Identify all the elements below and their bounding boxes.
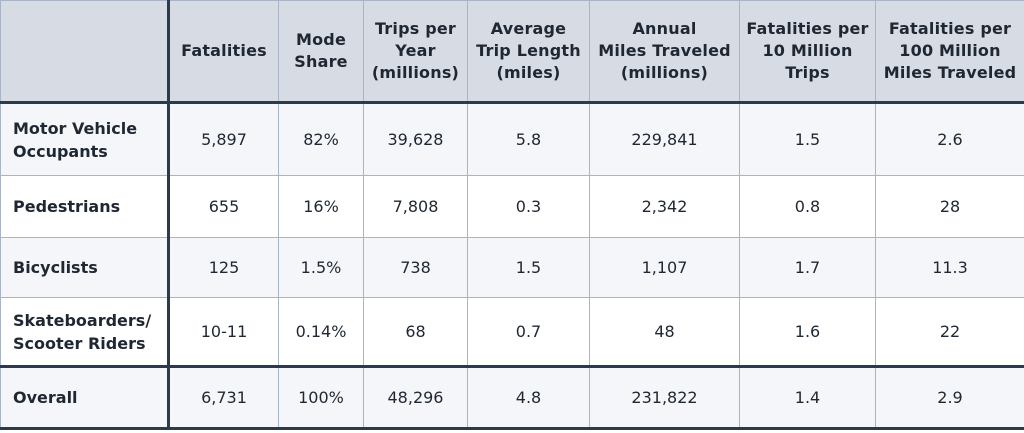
cell-annual-miles-traveled: 2,342	[589, 175, 740, 238]
header-fatalities-per-100m-miles: Fatalities per 100 Million Miles Traveled	[875, 0, 1024, 104]
cell-fatalities-per-10m-trips: 1.7	[739, 237, 876, 298]
table-row-motor-vehicle-occupants: Motor Vehicle Occupants 5,897 82% 39,628 …	[0, 102, 1024, 176]
row-label: Overall	[0, 365, 170, 430]
table-row-pedestrians: Pedestrians 655 16% 7,808 0.3 2,342 0.8 …	[0, 175, 1024, 238]
cell-fatalities-per-100m-miles: 22	[875, 297, 1024, 367]
cell-fatalities-per-10m-trips: 0.8	[739, 175, 876, 238]
cell-fatalities-per-100m-miles: 2.6	[875, 102, 1024, 176]
cell-trips-per-year: 68	[363, 297, 468, 367]
cell-fatalities-per-10m-trips: 1.5	[739, 102, 876, 176]
header-trips-per-year: Trips per Year (millions)	[363, 0, 468, 104]
cell-annual-miles-traveled: 48	[589, 297, 740, 367]
header-annual-miles-traveled: Annual Miles Traveled (millions)	[589, 0, 740, 104]
cell-fatalities-per-100m-miles: 28	[875, 175, 1024, 238]
cell-fatalities: 5,897	[168, 102, 279, 176]
table-row-overall: Overall 6,731 100% 48,296 4.8 231,822 1.…	[0, 365, 1024, 430]
row-label: Bicyclists	[0, 237, 170, 298]
cell-fatalities: 125	[168, 237, 279, 298]
row-label: Skateboarders/Scooter Riders	[0, 297, 170, 367]
cell-fatalities: 10-11	[168, 297, 279, 367]
cell-trips-per-year: 7,808	[363, 175, 468, 238]
cell-average-trip-length: 4.8	[467, 365, 590, 430]
cell-trips-per-year: 39,628	[363, 102, 468, 176]
cell-fatalities: 6,731	[168, 365, 279, 430]
cell-mode-share: 1.5%	[278, 237, 364, 298]
header-fatalities-per-10m-trips: Fatalities per 10 Million Trips	[739, 0, 876, 104]
header-fatalities: Fatalities	[168, 0, 279, 104]
cell-fatalities-per-10m-trips: 1.4	[739, 365, 876, 430]
header-mode-share: Mode Share	[278, 0, 364, 104]
cell-mode-share: 100%	[278, 365, 364, 430]
cell-mode-share: 16%	[278, 175, 364, 238]
cell-trips-per-year: 738	[363, 237, 468, 298]
row-label: Pedestrians	[0, 175, 170, 238]
cell-average-trip-length: 0.7	[467, 297, 590, 367]
header-corner-cell	[0, 0, 170, 104]
cell-fatalities-per-100m-miles: 11.3	[875, 237, 1024, 298]
row-label: Motor Vehicle Occupants	[0, 102, 170, 176]
table-row-skateboarders-scooter-riders: Skateboarders/Scooter Riders 10-11 0.14%…	[0, 297, 1024, 367]
cell-average-trip-length: 1.5	[467, 237, 590, 298]
cell-average-trip-length: 5.8	[467, 102, 590, 176]
header-average-trip-length: Average Trip Length (miles)	[467, 0, 590, 104]
cell-annual-miles-traveled: 231,822	[589, 365, 740, 430]
cell-average-trip-length: 0.3	[467, 175, 590, 238]
header-row: Fatalities Mode Share Trips per Year (milli…	[0, 0, 1024, 104]
cell-annual-miles-traveled: 1,107	[589, 237, 740, 298]
cell-fatalities-per-10m-trips: 1.6	[739, 297, 876, 367]
cell-annual-miles-traveled: 229,841	[589, 102, 740, 176]
cell-fatalities: 655	[168, 175, 279, 238]
cell-trips-per-year: 48,296	[363, 365, 468, 430]
cell-mode-share: 82%	[278, 102, 364, 176]
cell-mode-share: 0.14%	[278, 297, 364, 367]
cell-fatalities-per-100m-miles: 2.9	[875, 365, 1024, 430]
table-row-bicyclists: Bicyclists 125 1.5% 738 1.5 1,107 1.7 11…	[0, 237, 1024, 298]
